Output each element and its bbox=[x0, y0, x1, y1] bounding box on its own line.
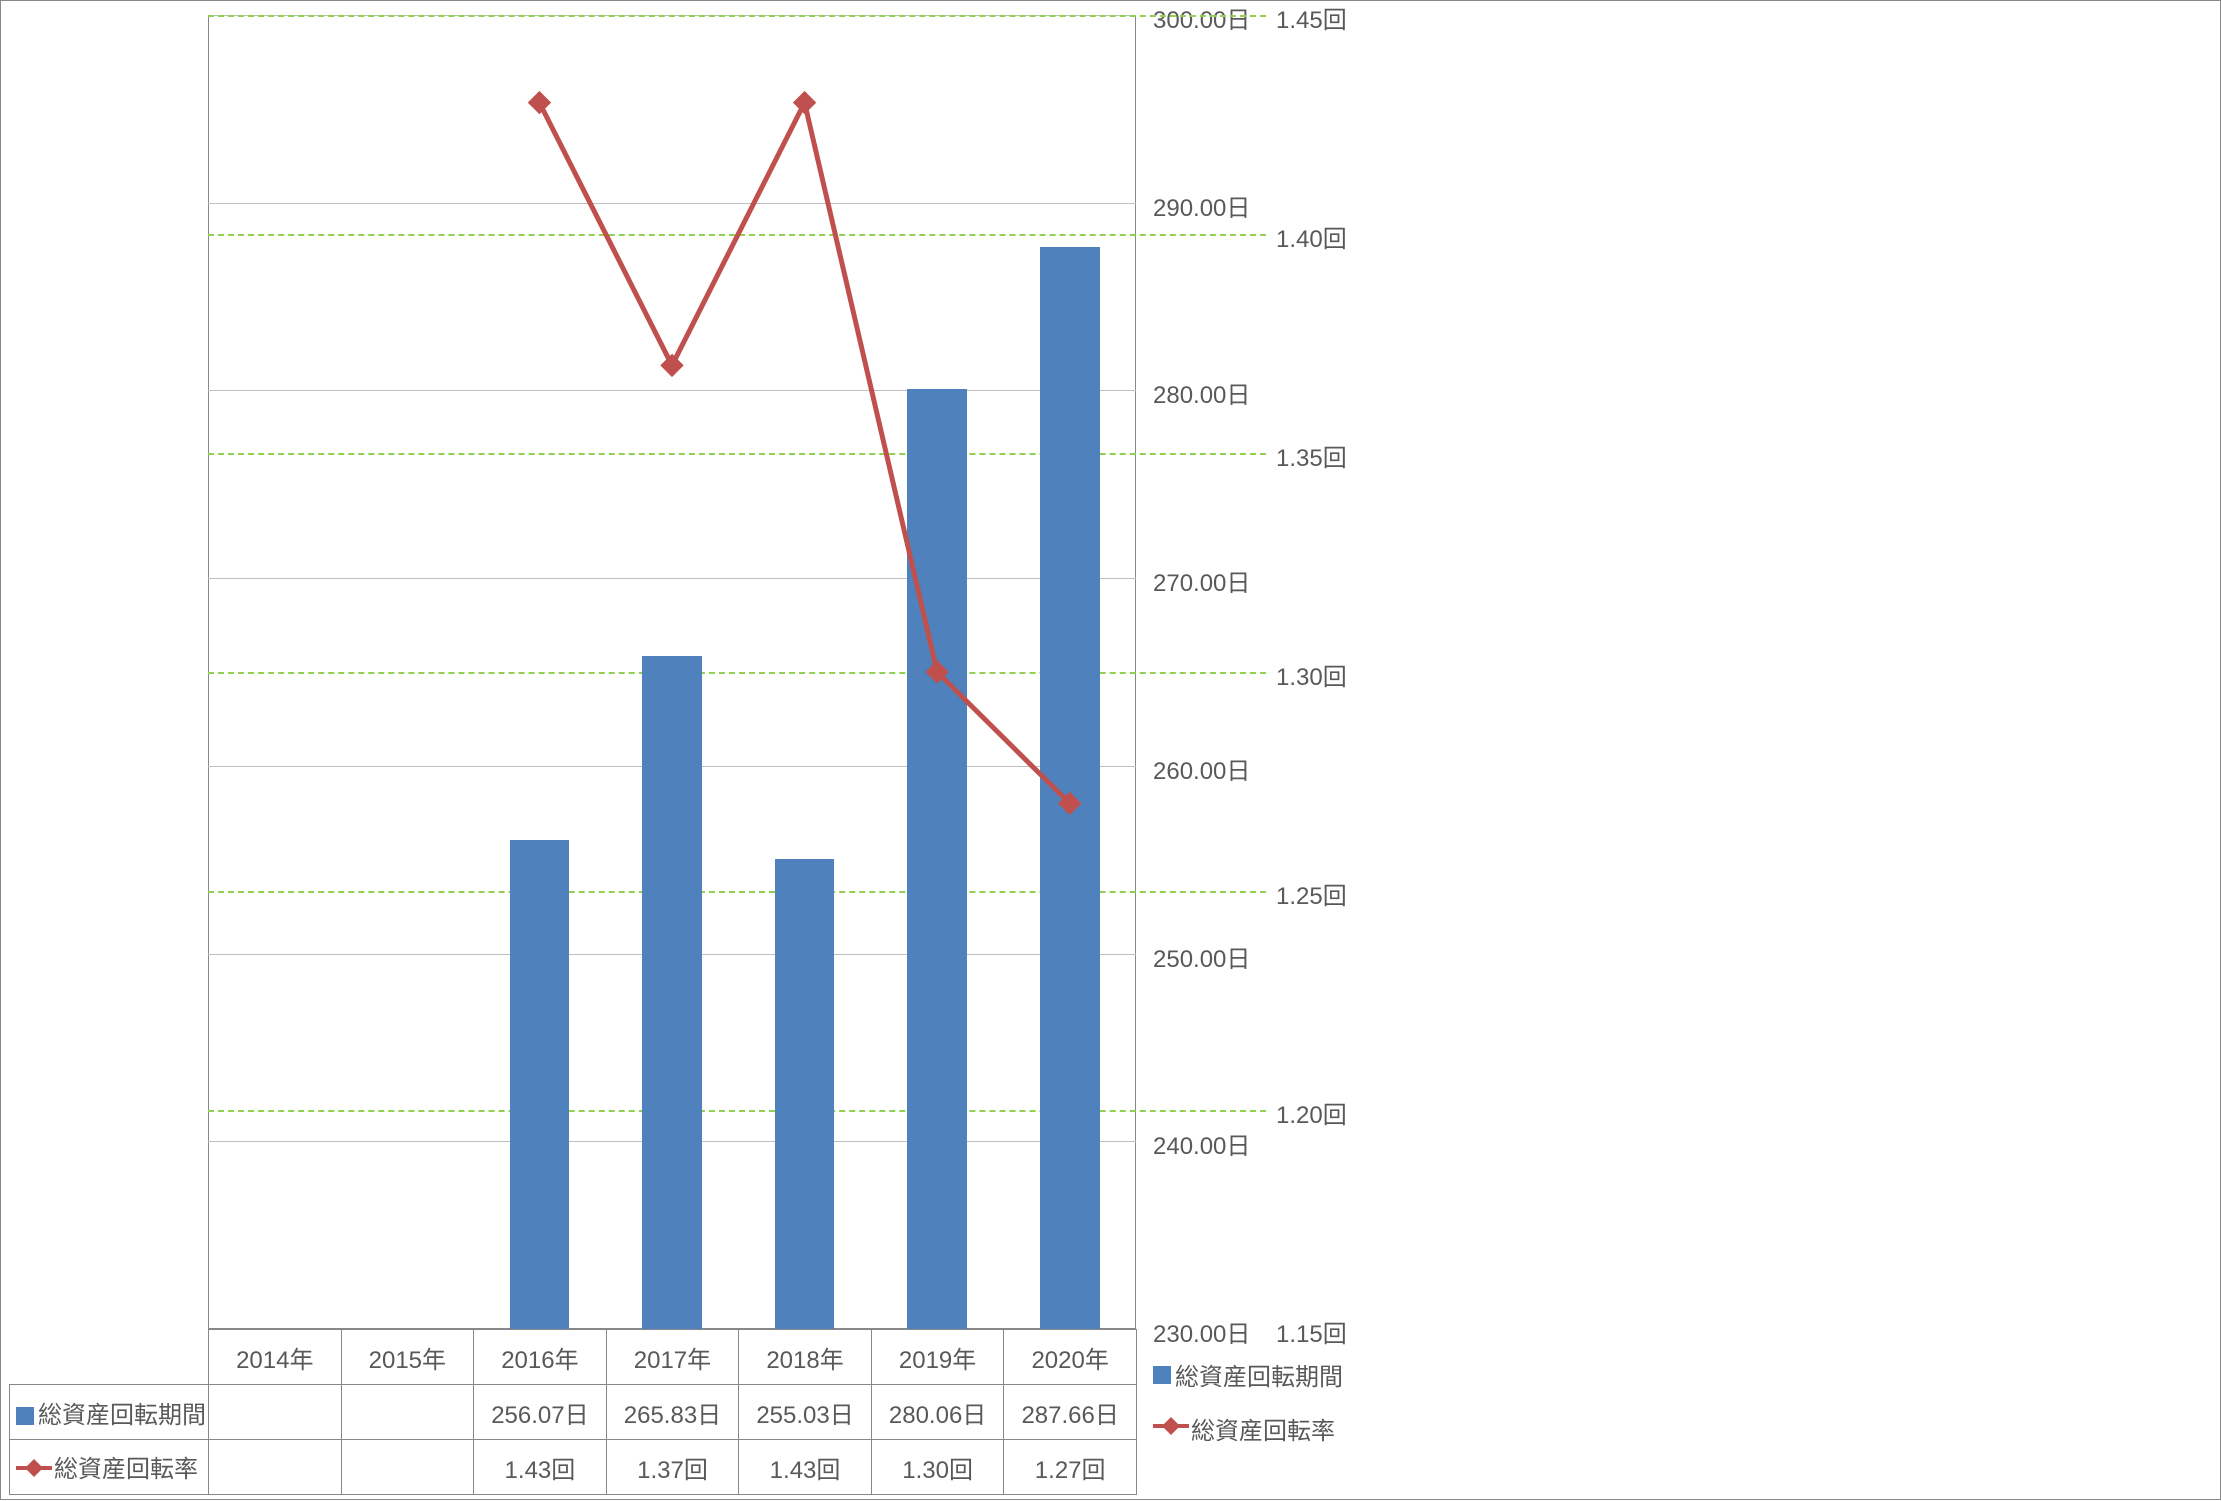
table-cell bbox=[209, 1385, 342, 1440]
table-cell: 1.37回 bbox=[606, 1440, 739, 1495]
line-legend-icon bbox=[1153, 1415, 1189, 1443]
y1-tick-label: 240.00日 bbox=[1153, 1126, 1250, 1161]
y1-gridline bbox=[208, 203, 1136, 204]
y2-tick-label: 1.20回 bbox=[1276, 1095, 1347, 1130]
category-label: 2014年 bbox=[209, 1330, 342, 1385]
series-name: 総資産回転期間 bbox=[38, 1402, 206, 1429]
y2-tick-label: 1.35回 bbox=[1276, 438, 1347, 473]
table-cell: 1.43回 bbox=[739, 1440, 872, 1495]
bar bbox=[775, 859, 835, 1329]
table-row-header: 総資産回転期間 bbox=[10, 1385, 209, 1440]
y2-gridline bbox=[208, 234, 1266, 236]
y2-gridline bbox=[208, 453, 1266, 455]
y1-tick-label: 280.00日 bbox=[1153, 375, 1250, 410]
table-cell: 255.03日 bbox=[739, 1385, 872, 1440]
legend-item: 総資産回転期間 bbox=[1153, 1357, 1343, 1392]
table-row: 総資産回転期間 256.07日265.83日255.03日280.06日287.6… bbox=[10, 1385, 1137, 1440]
y1-gridline bbox=[208, 578, 1136, 579]
series-name: 総資産回転率 bbox=[54, 1456, 198, 1483]
bar-legend-icon bbox=[1153, 1366, 1171, 1384]
y1-tick-label: 290.00日 bbox=[1153, 188, 1250, 223]
table-row: 2014年2015年2016年2017年2018年2019年2020年 bbox=[10, 1330, 1137, 1385]
table-header-blank bbox=[10, 1330, 209, 1385]
table-cell bbox=[209, 1440, 342, 1495]
y2-tick-label: 1.30回 bbox=[1276, 657, 1347, 692]
legend-label: 総資産回転期間 bbox=[1175, 1357, 1343, 1392]
legend-label: 総資産回転率 bbox=[1191, 1411, 1335, 1446]
category-label: 2018年 bbox=[739, 1330, 872, 1385]
table-cell: 265.83日 bbox=[606, 1385, 739, 1440]
table-row: 総資産回転率1.43回1.37回1.43回1.30回1.27回 bbox=[10, 1440, 1137, 1495]
y2-gridline bbox=[208, 891, 1266, 893]
bar bbox=[1040, 247, 1100, 1329]
y2-tick-label: 1.40回 bbox=[1276, 219, 1347, 254]
y1-tick-label: 300.00日 bbox=[1153, 0, 1250, 35]
table-cell: 1.27回 bbox=[1004, 1440, 1137, 1495]
category-label: 2020年 bbox=[1004, 1330, 1137, 1385]
y2-gridline bbox=[208, 15, 1266, 17]
category-label: 2015年 bbox=[341, 1330, 474, 1385]
table-cell: 287.66日 bbox=[1004, 1385, 1137, 1440]
table-cell: 256.07日 bbox=[474, 1385, 607, 1440]
y1-tick-label: 270.00日 bbox=[1153, 563, 1250, 598]
table-cell: 1.30回 bbox=[871, 1440, 1004, 1495]
table-cell bbox=[341, 1385, 474, 1440]
bar bbox=[907, 389, 967, 1329]
y2-tick-label: 1.45回 bbox=[1276, 0, 1347, 35]
y2-tick-label: 1.25回 bbox=[1276, 876, 1347, 911]
table-cell: 280.06日 bbox=[871, 1385, 1004, 1440]
category-label: 2017年 bbox=[606, 1330, 739, 1385]
line-legend-icon bbox=[16, 1457, 52, 1485]
chart-container: 230.00日 240.00日 250.00日 260.00日 270.00日 280.0… bbox=[0, 0, 2221, 1500]
category-label: 2019年 bbox=[871, 1330, 1004, 1385]
y1-tick-label: 250.00日 bbox=[1153, 939, 1250, 974]
y1-gridline bbox=[208, 390, 1136, 391]
table-cell: 1.43回 bbox=[474, 1440, 607, 1495]
y2-tick-label: 1.15回 bbox=[1276, 1314, 1347, 1349]
table-cell bbox=[341, 1440, 474, 1495]
y2-gridline bbox=[208, 672, 1266, 674]
y1-tick-label: 230.00日 bbox=[1153, 1314, 1250, 1349]
bar-legend-icon bbox=[16, 1407, 34, 1425]
bar bbox=[642, 656, 702, 1329]
y1-tick-label: 260.00日 bbox=[1153, 751, 1250, 786]
legend-item: 総資産回転率 bbox=[1153, 1411, 1335, 1446]
y2-gridline bbox=[208, 1110, 1266, 1112]
table-row-header: 総資産回転率 bbox=[10, 1440, 209, 1495]
data-table: 2014年2015年2016年2017年2018年2019年2020年総資産回転… bbox=[9, 1329, 1137, 1495]
category-label: 2016年 bbox=[474, 1330, 607, 1385]
bar bbox=[510, 840, 570, 1329]
